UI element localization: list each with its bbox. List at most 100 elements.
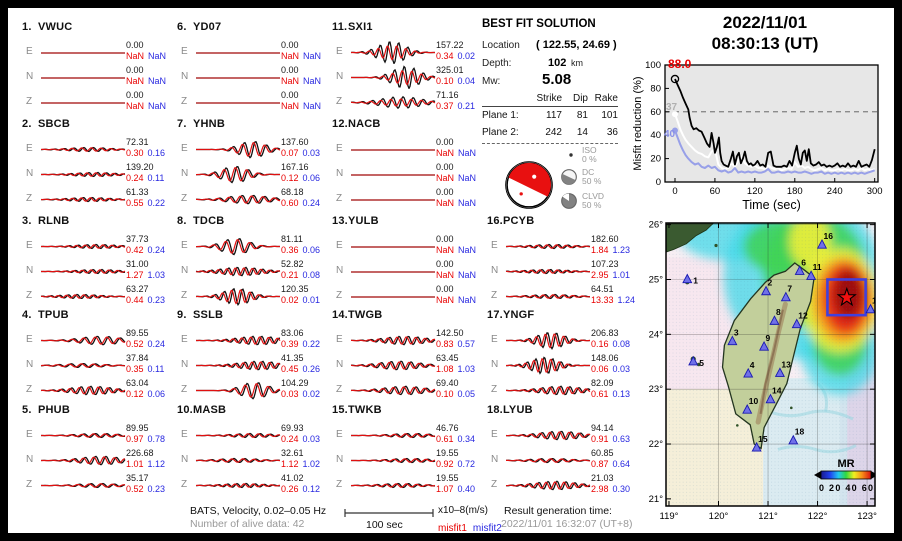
component-label: Z (26, 384, 33, 395)
misfit1-value: 0.61 (436, 434, 454, 444)
waveform (40, 385, 126, 396)
station-column-3: 11.SXI1 E 157.22 0.34 0.02 N 325.01 0.10 0.04 Z 71… (324, 8, 476, 533)
station-header: 12.NACB (332, 118, 381, 130)
component-label: N (336, 168, 344, 179)
component-label: E (491, 334, 498, 345)
station-number: 15. (332, 404, 348, 416)
station-header: 1. VWUC (22, 21, 72, 33)
component-values: 19.55 0.92 0.72 (436, 448, 475, 470)
misfit2-value: 0.23 (147, 295, 166, 305)
amp-value: 31.00 (126, 259, 149, 269)
component-row: E 137.60 0.07 0.03 (169, 136, 321, 161)
component-row: Z 64.51 13.33 1.24 (479, 283, 635, 308)
component-values: 63.45 1.08 1.03 (436, 353, 475, 375)
colorbar-ticks: 0 20 40 60 (819, 483, 873, 493)
component-label: E (181, 143, 188, 154)
mw-value: 5.08 (542, 71, 572, 88)
svg-text:120°: 120° (709, 511, 729, 522)
station-name: YNGF (503, 309, 535, 321)
component-values: 120.35 0.02 0.01 (281, 284, 320, 306)
map-station-triangle (765, 393, 776, 404)
amp-value: 0.00 (436, 137, 454, 147)
map-station-triangle (769, 315, 780, 325)
amp-value: 63.04 (126, 378, 149, 388)
station-header: 9. SSLB (177, 309, 223, 321)
depth-label: Depth: (482, 58, 512, 69)
station-number: 7. (177, 118, 187, 130)
station-name: VWUC (38, 21, 73, 33)
component-row: E 81.11 0.36 0.06 (169, 233, 321, 258)
misfit1-value: 0.02 (281, 295, 299, 305)
component-label: Z (181, 96, 188, 107)
map-station-number: 6 (801, 257, 806, 267)
component-values: 81.11 0.36 0.06 (281, 234, 320, 256)
component-label: N (181, 71, 189, 82)
station-block: 18.LYUB E 94.14 0.91 0.63 N 60.85 0.87 0.64 Z 21.0… (479, 404, 631, 497)
waveform (506, 332, 591, 351)
map-station-triangle (727, 335, 738, 346)
misfit1-value: 0.35 (126, 364, 144, 374)
misfit2-value: NaN (303, 76, 322, 86)
misfit2-value: 0.30 (612, 484, 631, 494)
misfit1-value: 0.26 (281, 484, 299, 494)
amp-value: 37.84 (126, 353, 149, 363)
station-block: 2. SBCB E 72.31 0.30 0.16 N 139.20 0.24 0.11 Z 61.3… (14, 118, 166, 211)
component-values: 68.18 0.60 0.24 (281, 187, 320, 209)
component-values: 0.00 NaN NaN (281, 65, 321, 87)
waveform (40, 196, 126, 203)
clvd-icon (561, 193, 577, 209)
component-values: 182.60 1.84 1.23 (591, 234, 630, 256)
misfit1-value: 1.27 (126, 270, 144, 280)
misfit-ylabel: Misfit reduction (%) (632, 76, 644, 170)
waveform (350, 482, 436, 489)
waveform (41, 243, 126, 250)
component-row: Z 0.00 NaN NaN (324, 283, 476, 308)
station-number: 13. (332, 215, 348, 227)
amp-value: 63.27 (126, 284, 149, 294)
component-row: Z 21.03 2.98 0.30 (479, 472, 631, 497)
station-header: 4. TPUB (22, 309, 69, 321)
misfit2-value: 0.63 (612, 434, 631, 444)
waveform (351, 432, 436, 439)
amp-value: 0.00 (126, 65, 144, 75)
waveform (196, 52, 280, 54)
component-row: E 89.95 0.97 0.78 (14, 422, 166, 447)
plane1-dip: 81 (576, 110, 588, 121)
search-region-box (826, 278, 867, 317)
depth-value: 102 (548, 57, 567, 69)
waveform (351, 149, 435, 151)
event-date: 2022/11/01 (722, 13, 808, 32)
amp-value: 64.51 (591, 284, 614, 294)
component-values: 32.61 1.12 1.02 (281, 448, 320, 470)
component-label: N (491, 454, 499, 465)
component-values: 72.31 0.30 0.16 (126, 137, 165, 159)
misfit2-value: NaN (458, 198, 477, 208)
component-row: Z 41.02 0.26 0.12 (169, 472, 321, 497)
component-values: 63.04 0.12 0.06 (126, 378, 165, 400)
map-station-number: 9 (766, 333, 771, 343)
misfit2-value: 0.02 (457, 51, 476, 61)
waveform (350, 41, 435, 64)
station-block: 8. TDCB E 81.11 0.36 0.06 N 52.82 0.21 0.08 Z 120.3… (169, 215, 321, 308)
component-label: Z (26, 96, 33, 107)
map-station-triangle (816, 238, 828, 249)
amp-value: 69.93 (281, 423, 304, 433)
waveform (195, 194, 281, 205)
misfit2-value: NaN (458, 295, 477, 305)
amp-value: 94.14 (591, 423, 614, 433)
map-station-triangle (791, 318, 802, 329)
component-row: Z 71.16 0.37 0.21 (324, 89, 476, 114)
component-row: N 52.82 0.21 0.08 (169, 258, 321, 283)
station-number: 8. (177, 215, 187, 227)
station-number: 14. (332, 309, 348, 321)
colorbar-label: MR (837, 458, 854, 470)
svg-text:240: 240 (827, 186, 843, 197)
misfit1-value: 0.30 (126, 148, 144, 158)
component-values: 0.00 NaN NaN (436, 187, 476, 209)
annotation: 88.0 (668, 57, 692, 71)
component-values: 0.00 NaN NaN (436, 284, 476, 306)
svg-text:300: 300 (867, 186, 883, 197)
time-scalebar (344, 509, 434, 517)
